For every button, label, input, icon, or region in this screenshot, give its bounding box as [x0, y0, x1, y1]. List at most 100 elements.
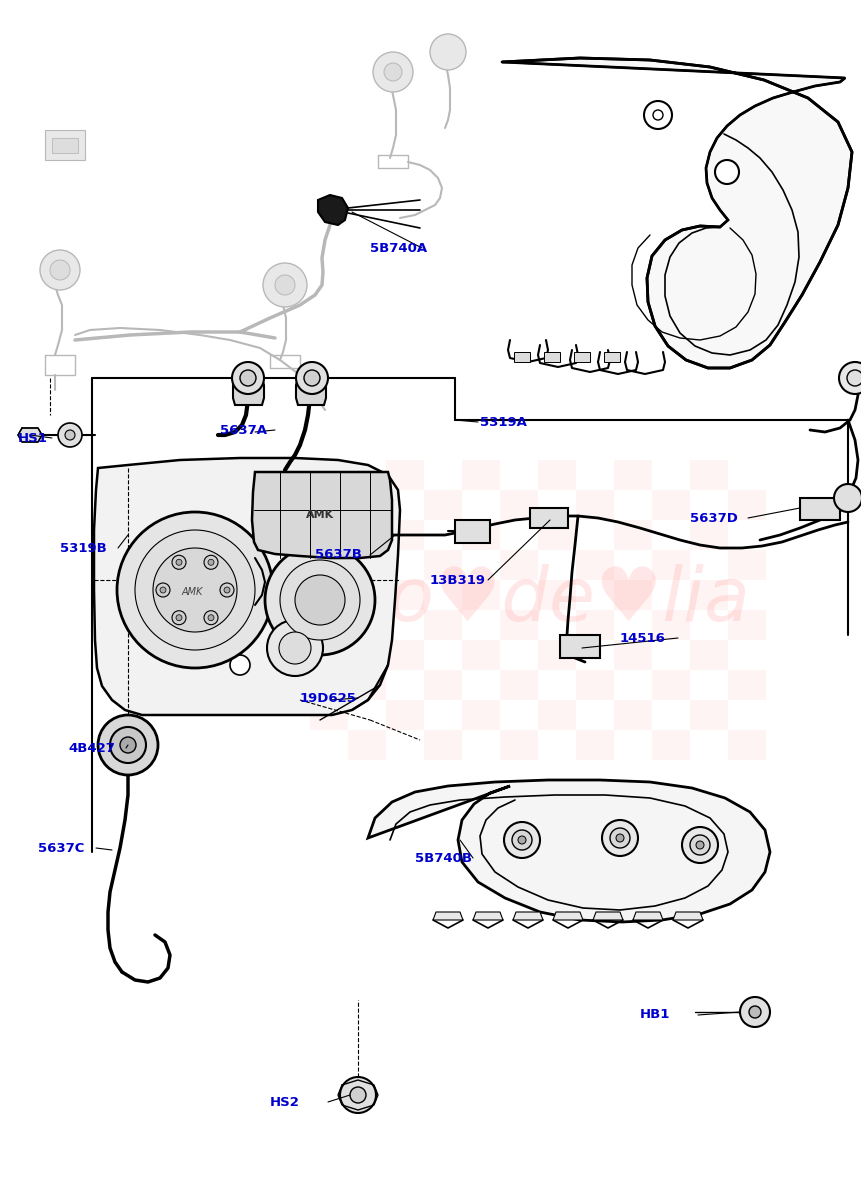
Circle shape	[110, 727, 146, 763]
Circle shape	[653, 110, 662, 120]
Bar	[537, 580, 575, 610]
Polygon shape	[455, 520, 489, 542]
Polygon shape	[632, 912, 662, 920]
Polygon shape	[501, 58, 851, 368]
Circle shape	[204, 556, 218, 569]
Text: HS1: HS1	[18, 432, 48, 444]
Text: 19D625: 19D625	[300, 691, 356, 704]
Circle shape	[172, 611, 186, 625]
Bar	[310, 520, 348, 550]
Text: HB1: HB1	[639, 1008, 670, 1021]
Bar	[310, 640, 348, 670]
Bar	[499, 550, 537, 580]
Bar	[310, 580, 348, 610]
Polygon shape	[512, 912, 542, 920]
Text: 13B319: 13B319	[430, 574, 486, 587]
Circle shape	[98, 715, 158, 775]
Text: 5637C: 5637C	[38, 841, 84, 854]
Circle shape	[120, 737, 136, 754]
Bar	[537, 700, 575, 730]
Bar	[310, 460, 348, 490]
Polygon shape	[560, 635, 599, 658]
Bar	[499, 610, 537, 640]
Text: AMK: AMK	[181, 587, 202, 596]
Bar	[613, 520, 651, 550]
Circle shape	[279, 632, 311, 664]
Bar	[575, 550, 613, 580]
Bar	[728, 490, 765, 520]
Circle shape	[135, 530, 255, 650]
Bar	[348, 610, 386, 640]
Bar	[728, 550, 765, 580]
Bar	[499, 670, 537, 700]
Circle shape	[294, 575, 344, 625]
Circle shape	[156, 583, 170, 596]
Bar	[348, 730, 386, 760]
Circle shape	[65, 430, 75, 440]
Text: 4B427: 4B427	[68, 742, 115, 755]
Bar	[424, 490, 461, 520]
Polygon shape	[432, 912, 462, 920]
Polygon shape	[368, 780, 769, 922]
Circle shape	[695, 841, 703, 850]
Circle shape	[267, 620, 323, 676]
Circle shape	[263, 263, 307, 307]
Circle shape	[517, 836, 525, 844]
Polygon shape	[318, 194, 348, 226]
Bar	[689, 700, 728, 730]
Circle shape	[232, 362, 263, 394]
Polygon shape	[45, 130, 85, 160]
Polygon shape	[513, 352, 530, 362]
Polygon shape	[251, 472, 392, 558]
Bar	[461, 640, 499, 670]
Bar	[424, 610, 461, 640]
Circle shape	[280, 560, 360, 640]
Bar	[575, 610, 613, 640]
Bar	[348, 670, 386, 700]
Bar	[461, 460, 499, 490]
Bar	[613, 700, 651, 730]
Circle shape	[230, 655, 250, 674]
Polygon shape	[799, 498, 839, 520]
Circle shape	[838, 362, 861, 394]
Bar	[310, 700, 348, 730]
Circle shape	[204, 611, 218, 625]
Bar	[386, 520, 424, 550]
Bar	[424, 730, 461, 760]
Circle shape	[264, 545, 375, 655]
Circle shape	[846, 370, 861, 386]
Polygon shape	[295, 378, 325, 404]
Bar	[461, 520, 499, 550]
Bar	[613, 640, 651, 670]
Circle shape	[295, 362, 328, 394]
Bar	[348, 490, 386, 520]
Bar	[575, 730, 613, 760]
Circle shape	[504, 822, 539, 858]
Bar	[499, 490, 537, 520]
Polygon shape	[232, 378, 263, 404]
Circle shape	[689, 835, 709, 854]
Polygon shape	[18, 428, 42, 442]
Bar	[689, 460, 728, 490]
Circle shape	[50, 260, 70, 280]
Bar	[728, 730, 765, 760]
Circle shape	[739, 997, 769, 1027]
Circle shape	[40, 250, 80, 290]
Polygon shape	[543, 352, 560, 362]
Bar	[537, 460, 575, 490]
Bar	[386, 700, 424, 730]
Bar	[575, 670, 613, 700]
Bar	[424, 550, 461, 580]
Circle shape	[208, 559, 214, 565]
Circle shape	[748, 1006, 760, 1018]
Text: AMK: AMK	[306, 510, 334, 520]
Bar	[689, 580, 728, 610]
Bar	[651, 670, 689, 700]
Bar	[499, 730, 537, 760]
Circle shape	[152, 548, 237, 632]
Bar	[575, 490, 613, 520]
Circle shape	[430, 34, 466, 70]
Text: so♥de♥lia: so♥de♥lia	[349, 564, 750, 636]
Bar	[651, 550, 689, 580]
Circle shape	[172, 556, 186, 569]
